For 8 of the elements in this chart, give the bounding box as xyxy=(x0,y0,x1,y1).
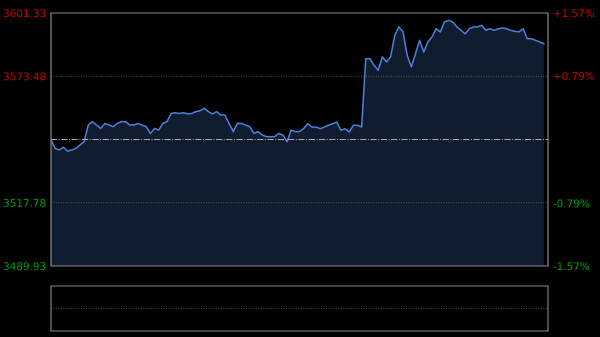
y-tick-label: 3517.78 xyxy=(4,198,46,207)
y-tick-label: 3601.33 xyxy=(4,9,46,18)
y2-tick-label: -1.57% xyxy=(553,262,590,270)
y2-tick-label: +0.79% xyxy=(554,72,594,80)
y-tick-label: 3573.48 xyxy=(4,72,46,80)
y2-tick-label: -0.79% xyxy=(553,199,590,208)
y2-tick-label: +1.57% xyxy=(554,9,594,18)
y-tick-label: 3489.93 xyxy=(4,262,46,270)
